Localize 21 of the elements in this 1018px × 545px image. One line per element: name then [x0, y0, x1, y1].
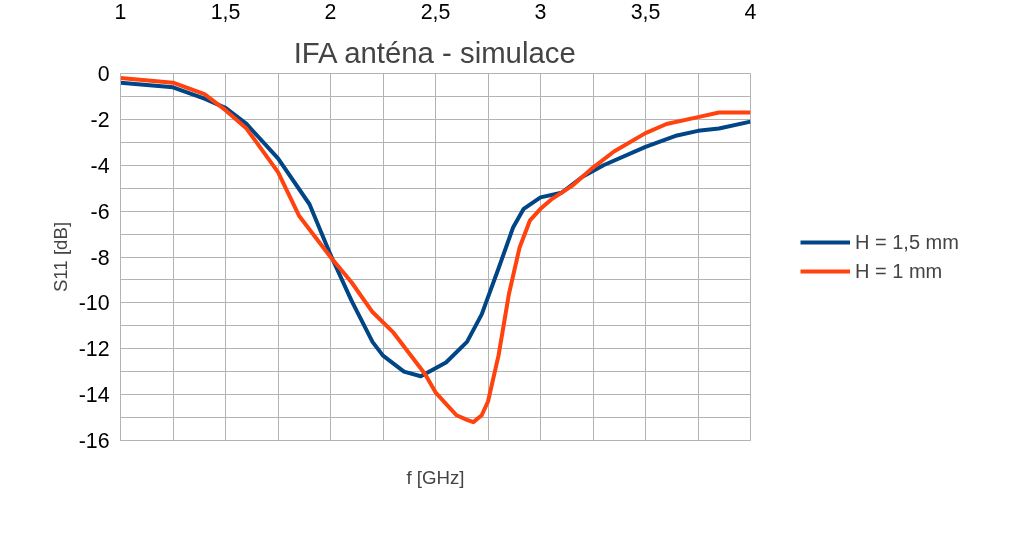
y-tick-label: -16 [78, 429, 110, 453]
y-tick-label: 0 [97, 62, 110, 86]
x-tick-label: 2,5 [420, 0, 451, 24]
legend-label: H = 1 mm [855, 259, 943, 283]
y-tick-label: -2 [90, 107, 110, 132]
legend-label: H = 1,5 mm [855, 230, 959, 254]
x-tick-label: 3,5 [630, 0, 661, 24]
y-tick-label: -6 [90, 199, 110, 224]
y-tick-label: -12 [78, 337, 110, 362]
x-tick-label: 1,5 [210, 0, 241, 24]
chart-title: IFA anténa - simulace [293, 35, 576, 69]
y-tick-label: -10 [78, 291, 110, 316]
x-tick-label: 2 [324, 0, 337, 24]
x-tick-label: 1 [114, 0, 127, 24]
y-tick-label: -4 [90, 153, 110, 178]
x-tick-label: 3 [534, 0, 547, 24]
y-tick-label: -14 [78, 383, 110, 408]
y-axis-title: S11 [dB] [49, 221, 71, 293]
x-axis-title: f [GHz] [406, 466, 465, 488]
x-tick-label: 4 [744, 0, 757, 24]
y-tick-label: -8 [90, 245, 110, 270]
